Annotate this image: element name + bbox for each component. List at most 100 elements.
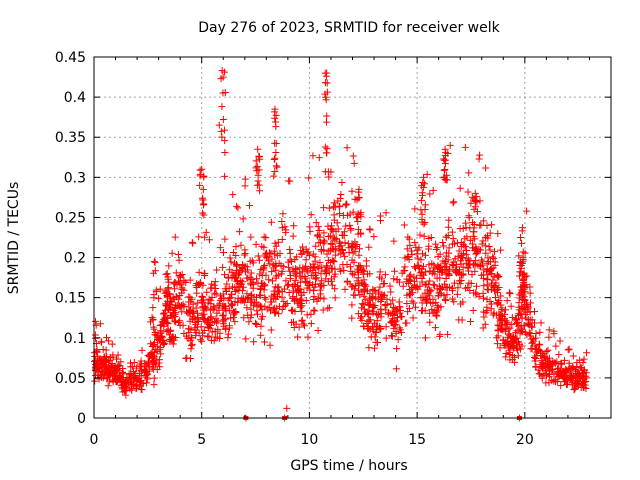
data-point <box>200 326 208 334</box>
data-point <box>222 325 230 333</box>
data-point <box>141 365 149 373</box>
data-point <box>334 225 342 233</box>
data-point <box>480 266 488 274</box>
data-point <box>256 270 264 278</box>
data-point <box>519 248 527 256</box>
data-point <box>213 333 221 341</box>
data-point <box>273 163 281 171</box>
data-point <box>362 257 370 265</box>
data-point <box>322 118 330 126</box>
data-point <box>509 343 517 351</box>
data-point <box>330 199 338 207</box>
data-point <box>311 271 319 279</box>
data-point <box>227 290 235 298</box>
data-point <box>270 155 278 163</box>
data-point <box>267 298 275 306</box>
data-point <box>549 360 557 368</box>
data-point <box>255 256 263 264</box>
data-point <box>323 69 331 77</box>
data-point <box>271 114 279 122</box>
data-point <box>349 243 357 251</box>
data-point <box>156 346 164 354</box>
data-point <box>429 295 437 303</box>
data-point <box>449 262 457 270</box>
data-point <box>372 294 380 302</box>
data-point <box>245 318 253 326</box>
data-point <box>489 311 497 319</box>
data-point <box>534 366 542 374</box>
data-point <box>160 339 168 347</box>
data-point <box>476 151 484 159</box>
data-point <box>95 365 103 373</box>
data-point <box>283 404 291 412</box>
data-point <box>431 307 439 315</box>
data-point <box>376 325 384 333</box>
data-point <box>545 333 553 341</box>
data-point <box>203 288 211 296</box>
data-point <box>205 295 213 303</box>
data-point <box>215 121 223 129</box>
y-tick-label: 0.25 <box>55 210 86 226</box>
data-point <box>471 196 479 204</box>
data-point <box>418 197 426 205</box>
data-point <box>99 345 107 353</box>
data-point <box>286 256 294 264</box>
data-point <box>398 269 406 277</box>
data-point <box>214 301 222 309</box>
data-point <box>444 223 452 231</box>
data-point <box>320 246 328 254</box>
data-point <box>400 221 408 229</box>
data-point <box>158 318 166 326</box>
data-point <box>162 313 170 321</box>
data-point <box>483 265 491 273</box>
x-tick-label: 0 <box>90 432 99 448</box>
data-point <box>544 346 552 354</box>
data-point <box>365 306 373 314</box>
data-point <box>542 379 550 387</box>
data-point <box>356 245 364 253</box>
data-point <box>267 326 275 334</box>
data-point <box>408 247 416 255</box>
data-point <box>271 283 279 291</box>
data-point <box>143 362 151 370</box>
data-point <box>497 292 505 300</box>
data-point <box>226 266 234 274</box>
data-point <box>348 301 356 309</box>
data-point <box>539 360 547 368</box>
data-point <box>518 304 526 312</box>
data-point <box>436 330 444 338</box>
data-point <box>481 320 489 328</box>
data-point <box>479 324 487 332</box>
data-point <box>337 250 345 258</box>
data-point <box>527 330 535 338</box>
data-point <box>373 317 381 325</box>
data-point <box>557 366 565 374</box>
data-point <box>492 294 500 302</box>
data-point <box>252 164 260 172</box>
data-point <box>360 322 368 330</box>
data-point <box>407 271 415 279</box>
data-point <box>296 272 304 280</box>
data-point <box>221 89 229 97</box>
data-point <box>151 258 159 266</box>
data-point <box>514 352 522 360</box>
data-point <box>538 364 546 372</box>
data-point <box>212 290 220 298</box>
data-point <box>377 313 385 321</box>
data-point <box>377 305 385 313</box>
data-point <box>247 269 255 277</box>
data-point <box>357 229 365 237</box>
data-point <box>388 319 396 327</box>
data-point <box>439 238 447 246</box>
data-point <box>288 282 296 290</box>
data-point <box>101 353 109 361</box>
data-point <box>278 293 286 301</box>
data-point <box>344 240 352 248</box>
data-point <box>160 322 168 330</box>
data-point <box>114 361 122 369</box>
data-point <box>194 299 202 307</box>
data-point <box>489 253 497 261</box>
data-point <box>269 305 277 313</box>
data-point <box>328 281 336 289</box>
